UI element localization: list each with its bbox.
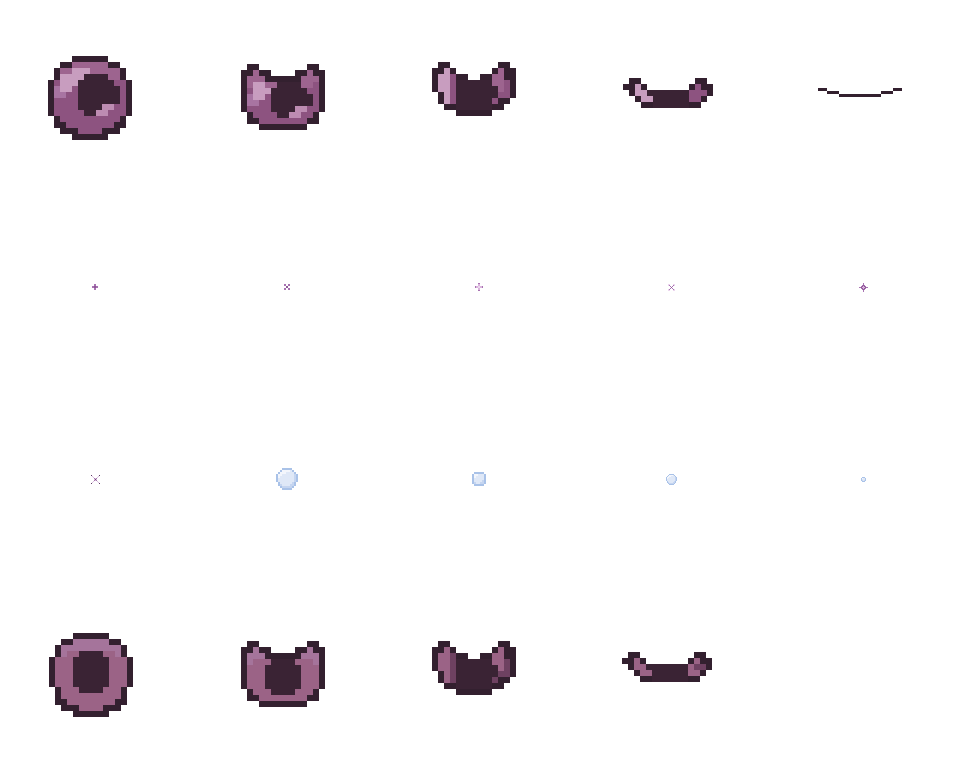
sprite-sparkle-x-burst — [91, 475, 100, 484]
sprite-eye-closed-line-frame5 — [818, 88, 902, 97]
sprite-sparkle-plus-small — [92, 284, 98, 290]
sprite-eye-flat-sliver-frame4 — [622, 652, 712, 682]
sprite-eye-flat-crescent-frame3 — [432, 641, 516, 695]
sprite-eye-shine-sliver-frame4 — [623, 78, 713, 108]
sprite-bubble-small — [666, 474, 677, 485]
sprite-eye-shine-halfclosed-frame2 — [241, 64, 325, 130]
sprite-bubble-large — [276, 468, 298, 490]
sprite-sparkle-x-medium — [668, 284, 675, 291]
sprite-bubble-medium — [472, 472, 486, 486]
sprite-bubble-tiny — [861, 477, 866, 482]
sprite-sparkle-star-diamond — [859, 283, 868, 292]
sprite-sparkle-x-small — [284, 284, 290, 290]
sprite-eye-flat-halfclosed-frame2 — [241, 641, 325, 707]
sprite-eye-shine-open-frame1 — [48, 56, 132, 140]
sprite-eye-shine-crescent-frame3 — [432, 62, 516, 116]
sprite-eye-flat-open-frame1 — [49, 633, 133, 717]
sprite-sparkle-plus-medium — [475, 283, 483, 291]
